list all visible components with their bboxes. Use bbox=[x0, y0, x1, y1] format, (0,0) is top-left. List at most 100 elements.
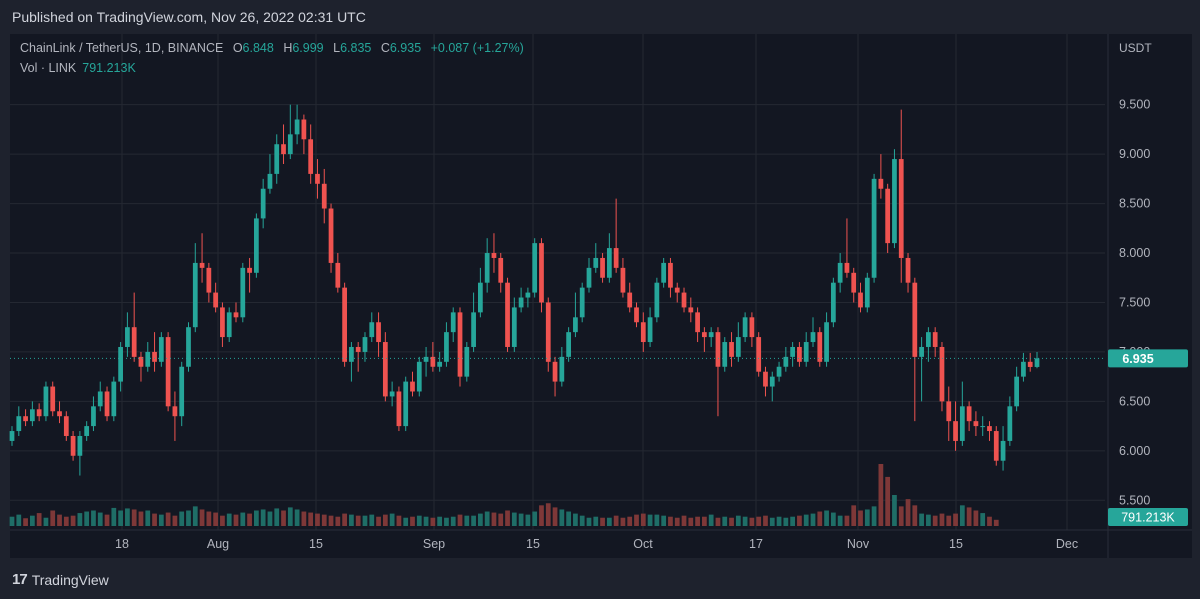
candle-body bbox=[695, 312, 700, 333]
candle-body bbox=[125, 327, 130, 347]
volume-bar bbox=[70, 515, 76, 526]
candle-body bbox=[430, 356, 436, 367]
volume-bar bbox=[233, 514, 239, 526]
candle-body bbox=[926, 332, 931, 347]
volume-bar bbox=[91, 510, 96, 526]
x-tick-label: 15 bbox=[309, 537, 323, 551]
candle-body bbox=[138, 356, 144, 367]
candle-body bbox=[776, 366, 782, 377]
candle-body bbox=[308, 139, 314, 174]
volume-bar bbox=[111, 507, 117, 526]
volume-bar bbox=[844, 515, 850, 526]
candle-body bbox=[898, 159, 904, 258]
volume-bar bbox=[769, 517, 775, 526]
y-tick-label: 6.500 bbox=[1119, 394, 1150, 408]
volume-bar bbox=[389, 513, 395, 526]
candle-body bbox=[294, 119, 300, 135]
symbol-title[interactable]: ChainLink / TetherUS, 1D, BINANCE bbox=[20, 41, 224, 55]
volume-bar bbox=[735, 515, 741, 526]
volume-bar bbox=[267, 511, 273, 526]
volume-bar bbox=[84, 511, 90, 526]
candle-body bbox=[566, 332, 571, 357]
candle-body bbox=[593, 257, 599, 268]
candle-body bbox=[864, 277, 870, 308]
close-value: 6.935 bbox=[389, 41, 422, 55]
candle-body bbox=[301, 119, 307, 140]
volume-bar bbox=[410, 516, 415, 526]
candle-body bbox=[9, 431, 15, 441]
volume-bar bbox=[858, 510, 863, 526]
candle-body bbox=[43, 386, 49, 417]
candle-body bbox=[708, 332, 714, 338]
candle-body bbox=[674, 287, 680, 293]
volume-bar bbox=[29, 515, 35, 526]
candle-body bbox=[640, 322, 646, 343]
candle-body bbox=[111, 381, 117, 417]
chart-panel[interactable] bbox=[10, 34, 1192, 558]
volume-bar bbox=[993, 519, 999, 526]
published-note: Published on TradingView.com, Nov 26, 20… bbox=[12, 9, 366, 25]
volume-bar bbox=[939, 513, 945, 526]
candle-body bbox=[532, 243, 538, 293]
candle-body bbox=[131, 327, 137, 357]
candle-body bbox=[315, 173, 320, 184]
volume-bar bbox=[186, 510, 191, 526]
last-volume-label: 791.213K bbox=[1121, 511, 1175, 525]
volume-bar bbox=[505, 510, 510, 526]
high-value: 6.999 bbox=[292, 41, 324, 55]
volume-bar bbox=[498, 513, 504, 526]
candle-body bbox=[525, 292, 531, 298]
last-price-tag bbox=[1108, 349, 1188, 368]
volume-bar bbox=[152, 513, 157, 526]
volume-bar bbox=[104, 514, 110, 526]
candle-body bbox=[29, 409, 35, 422]
candle-body bbox=[349, 346, 354, 362]
volume-bar bbox=[552, 507, 558, 526]
volume-legend: Vol · LINK 791.213K bbox=[20, 61, 136, 75]
volume-bar bbox=[566, 511, 571, 526]
candle-body bbox=[233, 312, 239, 318]
volume-bar bbox=[342, 513, 347, 526]
volume-bar bbox=[416, 515, 422, 526]
volume-bar bbox=[478, 513, 483, 526]
low-label: L bbox=[333, 41, 341, 55]
x-tick-label: 17 bbox=[749, 537, 763, 551]
candle-body bbox=[729, 342, 734, 357]
candle-body bbox=[545, 302, 551, 362]
volume-bar bbox=[349, 514, 354, 526]
volume-bar bbox=[213, 512, 219, 526]
candle-body bbox=[199, 262, 205, 268]
volume-bar bbox=[851, 505, 857, 526]
y-tick-label: 6.000 bbox=[1119, 444, 1150, 458]
volume-bar bbox=[437, 516, 443, 526]
candle-body bbox=[851, 272, 857, 293]
candle-body bbox=[91, 406, 96, 427]
candle-body bbox=[634, 307, 639, 323]
volume-bar bbox=[803, 514, 809, 526]
candle-body bbox=[437, 361, 443, 367]
candle-body bbox=[552, 361, 558, 382]
candle-body bbox=[946, 401, 952, 422]
candle-body bbox=[511, 307, 517, 347]
volume-bar bbox=[131, 509, 137, 526]
candle-body bbox=[220, 307, 225, 338]
candle-body bbox=[118, 346, 123, 382]
volume-bar bbox=[797, 515, 802, 526]
candle-body bbox=[871, 178, 877, 278]
volume-bar bbox=[545, 503, 551, 526]
candle-body bbox=[885, 188, 891, 244]
candle-body bbox=[396, 391, 402, 427]
volume-bar bbox=[355, 515, 361, 526]
volume-bar bbox=[695, 516, 700, 526]
x-tick-label: Oct bbox=[633, 537, 653, 551]
candle-body bbox=[206, 267, 212, 293]
candle-body bbox=[824, 322, 829, 362]
volume-bar bbox=[830, 512, 836, 526]
volume-bar bbox=[980, 513, 986, 526]
volume-bar bbox=[776, 516, 782, 526]
volume-bar bbox=[444, 517, 449, 526]
price-legend: ChainLink / TetherUS, 1D, BINANCE O6.848… bbox=[20, 41, 524, 55]
y-tick-label: 9.000 bbox=[1119, 147, 1150, 161]
volume-bar bbox=[586, 517, 592, 526]
